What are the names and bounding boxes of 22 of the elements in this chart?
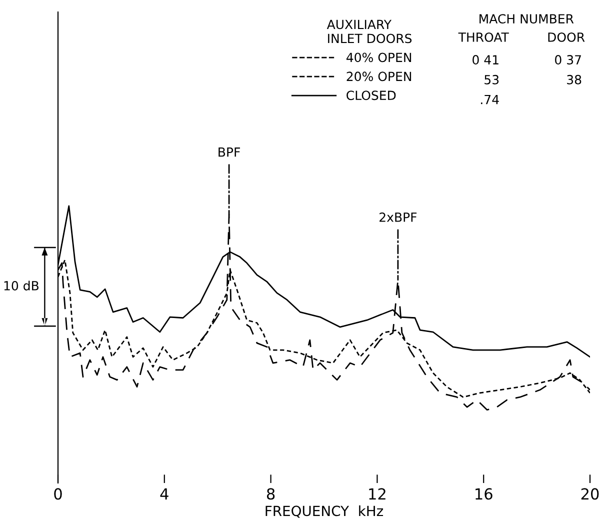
legend-title: AUXILIARY INLET DOORS — [326, 20, 412, 44]
legend-label: CLOSED — [346, 90, 396, 100]
text: 10 dB — [4, 280, 38, 290]
text: DOOR — [548, 32, 585, 42]
x-tick-label: 12 — [369, 488, 386, 500]
annotation: 2xBPF — [380, 212, 417, 222]
x-tick-label: 4 — [160, 488, 168, 500]
legend-label: 40% OPEN — [346, 52, 412, 62]
text: 38 — [567, 74, 582, 84]
text: .74 — [481, 94, 499, 104]
x-tick-label: 8 — [266, 488, 275, 500]
text: 0 41 — [472, 55, 498, 64]
annotation: BPF — [218, 148, 240, 157]
text: THROAT — [458, 32, 509, 42]
text: MACH NUMBER — [480, 14, 574, 24]
x-axis-title: FREQUENCY kHz — [266, 505, 384, 518]
x-tick-label: 20 — [581, 488, 599, 500]
x-tick-label: 0 — [54, 488, 62, 500]
text: 0 37 — [555, 55, 581, 64]
x-tick-label: 16 — [476, 488, 492, 500]
legend-label: 20% OPEN — [346, 72, 412, 82]
text: 53 — [484, 74, 499, 84]
